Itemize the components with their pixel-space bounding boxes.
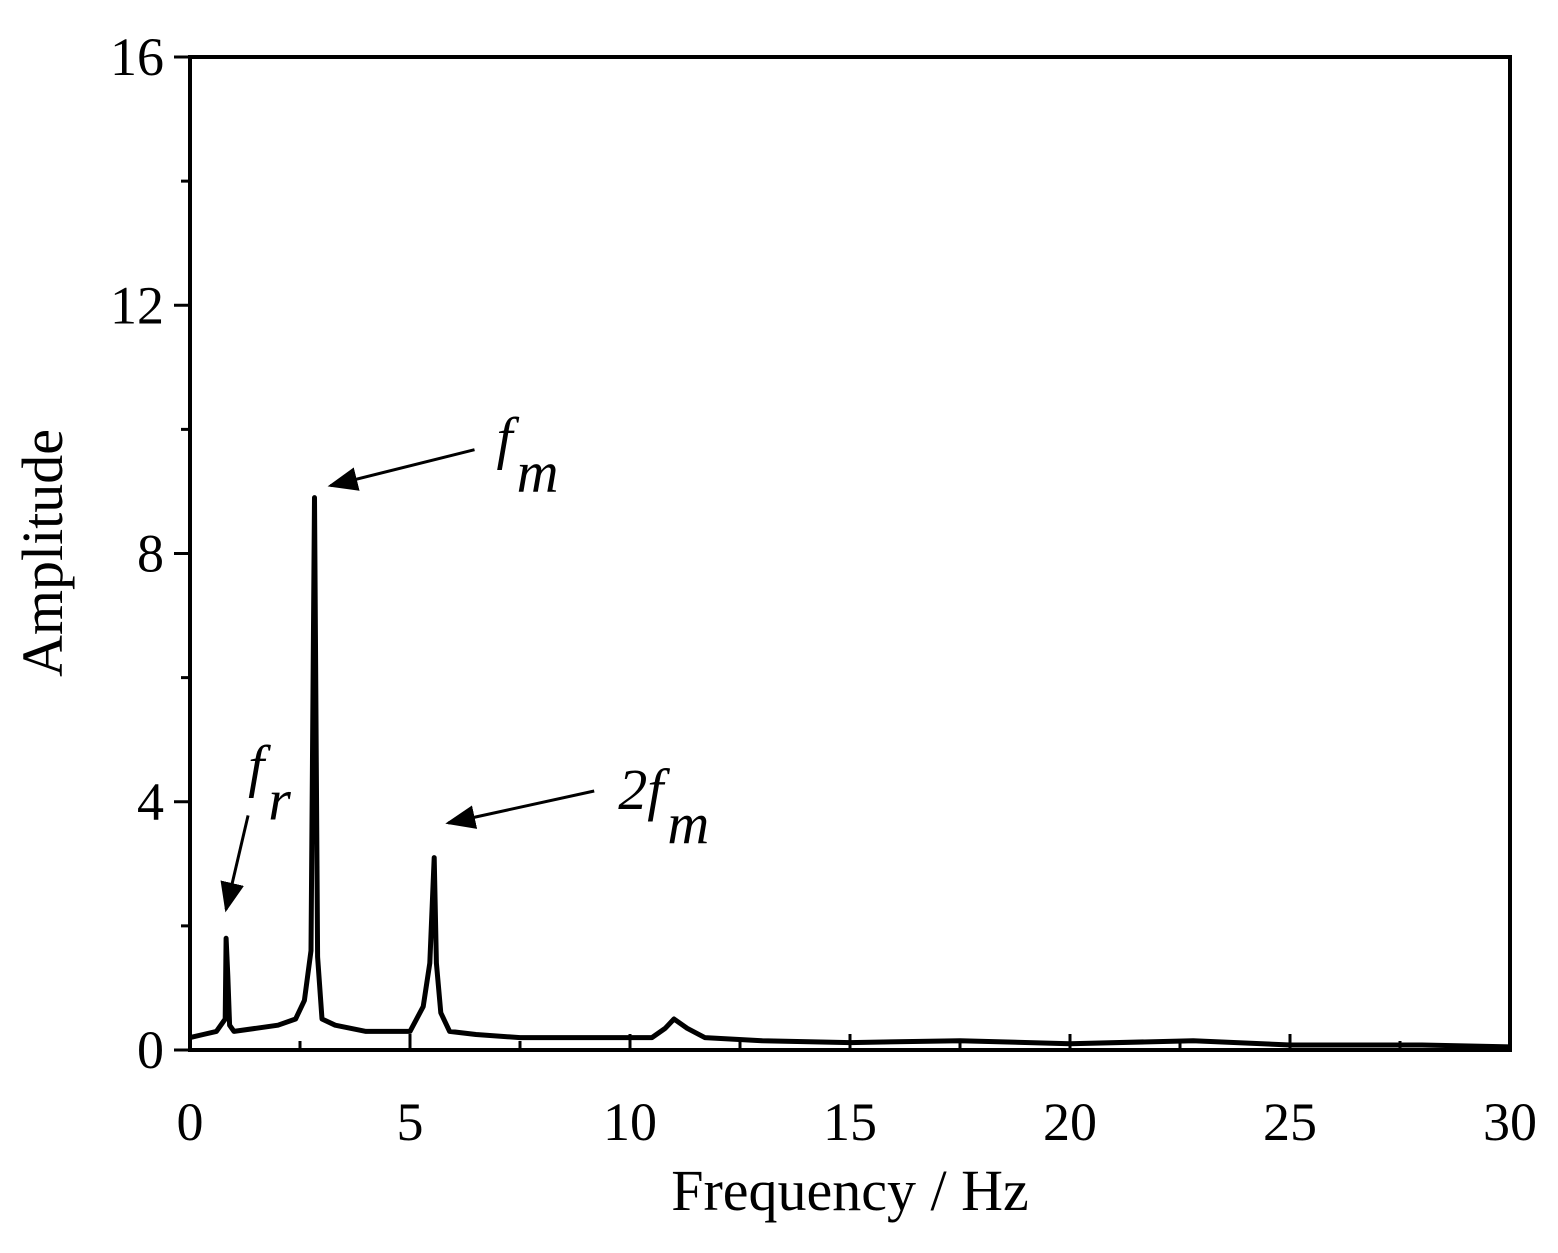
x-tick-label: 25 [1263, 1092, 1317, 1152]
x-tick-label: 10 [603, 1092, 657, 1152]
x-tick-label: 30 [1483, 1092, 1537, 1152]
y-tick-labels: 0 4 8 12 16 [110, 27, 164, 1080]
annotation-arrow [445, 789, 595, 829]
annotation-arrow [327, 448, 475, 491]
y-tick-label: 12 [110, 275, 164, 335]
series-line [189, 495, 1511, 1050]
y-tick-label: 16 [110, 27, 164, 87]
annotation-subscript: r [268, 767, 291, 832]
x-tick-label: 0 [177, 1092, 204, 1152]
annotation-base: 2f [618, 757, 670, 822]
x-axis-title: Frequency / Hz [671, 1158, 1029, 1223]
series-layer [189, 495, 1511, 1050]
y-tick-label: 0 [137, 1020, 164, 1080]
y-tick-label: 8 [137, 524, 164, 584]
axis-ticks [174, 55, 1512, 1052]
x-tick-label: 5 [397, 1092, 424, 1152]
x-tick-labels: 0 5 10 15 20 25 30 [177, 1092, 1538, 1152]
annotation-subscript: m [667, 791, 709, 856]
y-tick-label: 4 [137, 772, 164, 832]
annotation-label: fr [248, 733, 291, 832]
x-tick-label: 15 [823, 1092, 877, 1152]
y-axis-title: Amplitude [10, 429, 75, 677]
annotation-label: fm [497, 406, 559, 505]
annotation-label: 2fm [618, 757, 709, 856]
plot-frame [188, 55, 1512, 1052]
x-tick-label: 20 [1043, 1092, 1097, 1152]
annotation-subscript: m [517, 440, 559, 505]
annotation-arrow [220, 815, 250, 913]
